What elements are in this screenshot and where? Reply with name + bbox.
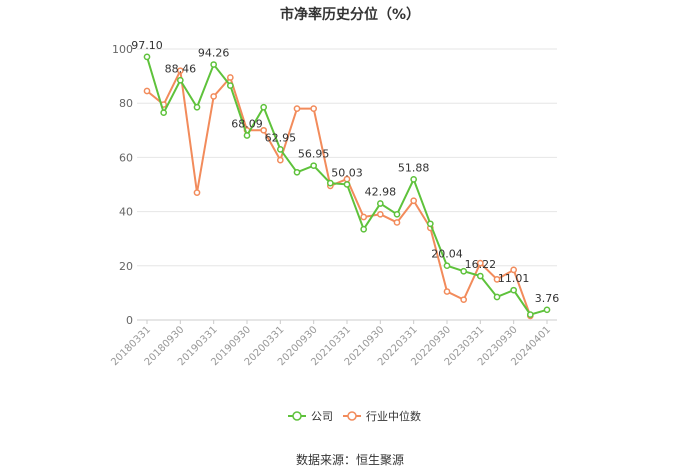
data-label: 51.88 <box>398 161 430 174</box>
data-label: 68.09 <box>231 117 263 130</box>
data-point <box>243 132 251 139</box>
data-label: 94.26 <box>198 47 230 60</box>
data-point <box>510 266 518 274</box>
data-point <box>210 61 218 68</box>
data-point <box>176 76 184 84</box>
data-label: 50.03 <box>331 166 363 179</box>
y-tick-label: 80 <box>119 97 133 110</box>
y-tick-label: 60 <box>119 151 133 164</box>
data-point <box>226 74 234 81</box>
chart-title: 市净率历史分位（%） <box>279 7 421 23</box>
data-label: 11.01 <box>498 272 530 285</box>
legend[interactable]: 公司 行业中位数 <box>288 409 421 423</box>
data-point <box>410 197 418 205</box>
data-point <box>360 213 368 221</box>
data-point <box>276 146 284 153</box>
data-label: 62.95 <box>265 131 297 144</box>
data-point <box>326 179 334 187</box>
data-point <box>493 293 501 301</box>
y-tick-label: 40 <box>119 206 133 219</box>
data-point <box>293 168 301 176</box>
series-line <box>146 67 532 317</box>
data-label: 16.22 <box>465 258 497 271</box>
data-point <box>193 189 201 196</box>
data-point <box>443 288 451 295</box>
data-point <box>210 93 218 100</box>
data-point <box>443 262 451 270</box>
data-point <box>376 200 384 207</box>
series-layer <box>143 53 551 320</box>
data-point <box>176 67 184 75</box>
data-point <box>193 103 201 111</box>
data-point <box>343 181 351 188</box>
legend-item[interactable]: 公司 <box>288 410 333 423</box>
data-label: 3.76 <box>535 292 560 305</box>
data-point <box>393 210 401 218</box>
legend-label: 公司 <box>311 410 333 423</box>
data-point <box>376 210 384 218</box>
data-point <box>460 296 468 304</box>
data-point <box>510 286 518 294</box>
axes: 0204060801002018033120180930201903312019… <box>109 43 557 368</box>
data-point <box>476 272 484 280</box>
data-point <box>360 225 368 233</box>
data-point <box>310 105 318 112</box>
y-tick-label: 0 <box>126 314 133 327</box>
data-label: 42.98 <box>365 186 397 199</box>
data-point <box>393 219 401 226</box>
data-point <box>260 103 268 111</box>
data-point <box>143 87 151 95</box>
legend-swatch-marker <box>292 411 302 421</box>
data-point <box>426 220 434 228</box>
data-point <box>310 162 318 170</box>
data-point <box>526 311 534 318</box>
data-point <box>460 267 468 275</box>
data-point <box>143 53 151 61</box>
y-tick-label: 20 <box>119 260 133 273</box>
legend-label: 行业中位数 <box>366 409 421 423</box>
data-point <box>493 276 501 283</box>
y-tick-label: 100 <box>112 43 133 56</box>
data-point <box>293 105 301 112</box>
data-point <box>226 82 234 89</box>
data-source-note: 数据来源：恒生聚源 <box>295 453 404 467</box>
data-point <box>543 306 551 314</box>
data-point <box>276 156 284 164</box>
data-point <box>160 109 168 117</box>
data-point <box>410 176 418 183</box>
data-point <box>260 126 268 134</box>
legend-swatch-marker <box>347 411 357 421</box>
data-label: 56.95 <box>298 148 330 161</box>
legend-item[interactable]: 行业中位数 <box>343 409 421 423</box>
data-label: 20.04 <box>431 248 463 261</box>
data-point <box>476 259 484 267</box>
data-label: 97.10 <box>131 39 163 52</box>
data-label: 88.46 <box>165 62 197 75</box>
